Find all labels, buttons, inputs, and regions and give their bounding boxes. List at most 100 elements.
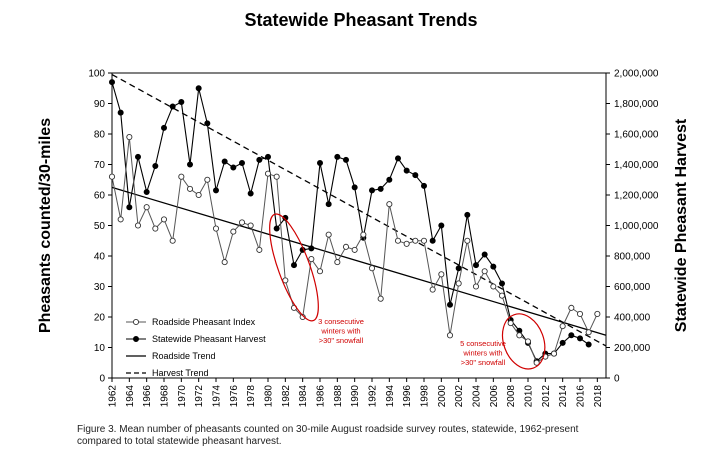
x-tick-label: 2016 — [576, 385, 587, 408]
right-tick-label: 1,200,000 — [614, 191, 659, 202]
right-tick-label: 1,800,000 — [614, 99, 659, 110]
left-tick-label: 90 — [94, 99, 106, 110]
x-tick-label: 1964 — [125, 385, 136, 408]
harvest-point — [490, 263, 497, 270]
annotation-ellipse-2010s — [501, 313, 546, 370]
roadside-trend-line — [111, 186, 607, 336]
left-tick-label: 10 — [94, 343, 106, 354]
x-tick-label: 1970 — [177, 385, 188, 408]
annotation-2010s-line: >30" snowfall — [461, 358, 506, 367]
harvest-point — [455, 265, 462, 272]
roadside-index-point — [204, 176, 211, 183]
roadside-index-point — [134, 222, 142, 229]
roadside-index-point — [186, 185, 194, 192]
x-tick-label: 2010 — [524, 385, 535, 408]
roadside-index-point — [446, 332, 454, 339]
harvest-point — [308, 245, 315, 252]
roadside-index-point — [429, 286, 436, 293]
x-tick-label: 1980 — [264, 385, 275, 408]
harvest-point — [143, 188, 150, 195]
right-tick-label: 1,600,000 — [614, 130, 659, 141]
x-tick-label: 2004 — [472, 385, 483, 408]
legend-label: Roadside Trend — [152, 351, 216, 361]
x-tick-label: 1962 — [108, 385, 119, 408]
x-tick-label: 1992 — [368, 385, 379, 408]
x-tick-label: 2014 — [558, 385, 569, 408]
x-tick-label: 2008 — [506, 385, 517, 408]
roadside-index-point — [299, 313, 306, 321]
left-axis-title: Pheasants counted/30-miles — [37, 118, 54, 333]
harvest-point — [186, 161, 193, 168]
x-tick-label: 1988 — [333, 385, 344, 408]
roadside-index-point — [247, 222, 254, 229]
roadside-index-point — [230, 228, 237, 235]
harvest-point — [204, 120, 211, 127]
roadside-index-point — [273, 173, 280, 180]
harvest-point — [568, 332, 575, 339]
x-tick-label: 2012 — [541, 385, 552, 408]
x-tick-label: 1990 — [350, 385, 361, 408]
roadside-index-point — [576, 310, 584, 318]
legend-swatch-harvest-marker — [132, 335, 139, 342]
harvest-point — [498, 280, 505, 287]
x-tick-label: 2002 — [454, 385, 465, 408]
roadside-index-point — [377, 295, 384, 302]
harvest-point — [290, 262, 297, 269]
left-tick-label: 50 — [94, 221, 106, 232]
annotation-1980s-line: winters with — [320, 327, 360, 336]
roadside-index-point — [334, 259, 341, 266]
harvest-point — [152, 163, 159, 170]
harvest-point — [368, 187, 375, 194]
harvest-point — [273, 225, 280, 232]
right-tick-label: 400,000 — [614, 313, 651, 324]
left-tick-label: 60 — [94, 191, 106, 202]
harvest-point — [559, 339, 566, 346]
roadside-index-point — [178, 173, 185, 180]
annotation-1980s-line: 3 consecutive — [318, 317, 364, 326]
harvest-point — [221, 158, 228, 165]
roadside-index-point — [152, 225, 159, 232]
right-tick-label: 2,000,000 — [614, 69, 659, 80]
x-tick-label: 1972 — [194, 385, 205, 408]
roadside-index-point — [108, 173, 116, 180]
left-tick-label: 30 — [94, 282, 106, 293]
roadside-index-point — [420, 237, 428, 244]
roadside-index-point — [325, 231, 332, 238]
x-tick-label: 1966 — [142, 385, 153, 408]
roadside-index-point — [559, 323, 566, 330]
roadside-index-point — [368, 265, 376, 272]
legend-label: Statewide Pheasant Harvest — [152, 334, 266, 344]
roadside-index-point — [516, 332, 523, 339]
roadside-index-point — [160, 216, 168, 223]
annotation-2010s-line: 5 consecutive — [460, 339, 506, 348]
roadside-index-point — [342, 243, 350, 250]
roadside-index-point — [550, 350, 558, 357]
harvest-point — [394, 155, 401, 162]
x-tick-label: 1984 — [298, 385, 309, 408]
harvest-point — [109, 79, 116, 86]
left-tick-label: 70 — [94, 160, 106, 171]
harvest-point — [282, 214, 289, 221]
roadside-index-point — [438, 271, 445, 278]
right-tick-label: 800,000 — [614, 252, 651, 263]
harvest-point — [585, 341, 592, 348]
roadside-index-point — [221, 259, 228, 266]
x-tick-label: 1982 — [281, 385, 292, 408]
roadside-index-point — [524, 338, 532, 345]
annotation-2010s-line: winters with — [462, 349, 502, 358]
roadside-index-point — [308, 255, 315, 263]
legend-label: Harvest Trend — [152, 368, 209, 378]
roadside-index-point — [360, 231, 367, 238]
roadside-index-point — [507, 320, 514, 327]
harvest-series-line — [111, 81, 590, 363]
roadside-index-point — [533, 359, 540, 366]
x-tick-label: 1996 — [402, 385, 413, 408]
harvest-point — [481, 251, 488, 258]
x-tick-label: 1976 — [229, 385, 240, 408]
harvest-point — [134, 153, 141, 160]
harvest-point — [247, 190, 254, 197]
left-tick-label: 40 — [94, 252, 106, 263]
harvest-point — [256, 156, 263, 163]
x-tick-label: 2018 — [593, 385, 604, 408]
harvest-point — [160, 124, 167, 131]
